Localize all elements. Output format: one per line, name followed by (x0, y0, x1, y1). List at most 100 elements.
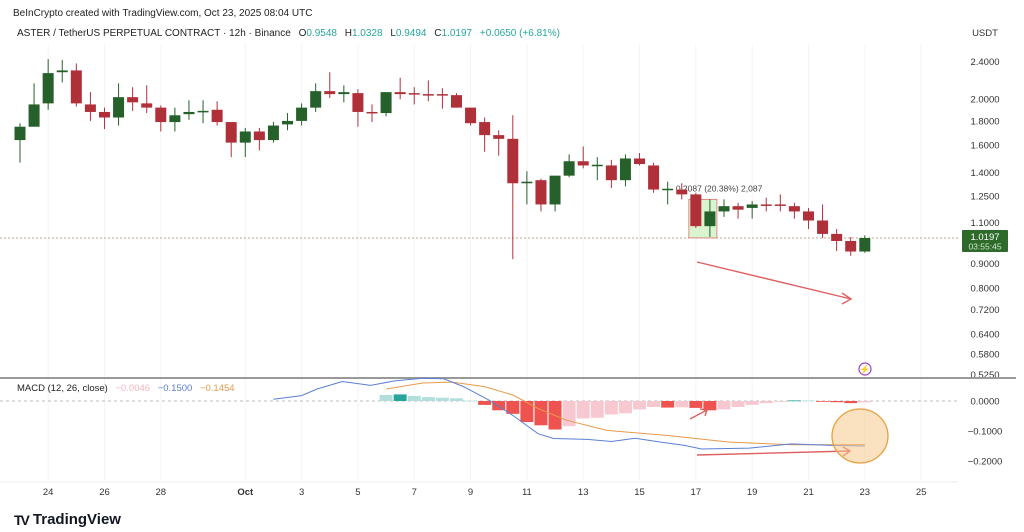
candle-down (253, 131, 265, 141)
candle-down (817, 220, 829, 234)
time-axis-tick: 24 (43, 487, 54, 498)
macd-signal-value: −0.1454 (199, 383, 235, 394)
macd-histogram-bar (717, 401, 731, 410)
candle-down (408, 93, 420, 95)
symbol-title[interactable]: ASTER / TetherUS PERPETUAL CONTRACT · 12… (17, 28, 291, 39)
time-axis-tick: 28 (156, 487, 167, 498)
candle-up (704, 211, 716, 227)
svg-text:⚡: ⚡ (859, 364, 870, 376)
candle-up (56, 70, 68, 73)
macd-histogram-bar (773, 401, 787, 402)
time-axis-tick: 7 (412, 487, 417, 498)
candle-up (591, 164, 603, 167)
price-axis-tick: 0.5250 (970, 370, 999, 381)
time-axis-tick: 11 (522, 487, 532, 498)
candle-down (84, 104, 96, 112)
candle-up (380, 92, 392, 114)
macd-histogram-bar (421, 397, 435, 401)
candle-up (859, 237, 871, 252)
candle-down (535, 180, 547, 205)
price-axis-tick: 0.9000 (970, 259, 999, 270)
tradingview-logo-icon: TV (14, 511, 30, 528)
price-axis-tick: 2.4000 (970, 57, 999, 68)
macd-histogram-bar (576, 401, 590, 419)
brand-name: TradingView (32, 511, 121, 528)
candle-down (493, 135, 505, 139)
lightning-icon[interactable]: ⚡ (858, 362, 872, 376)
macd-histogram-bar (492, 401, 506, 411)
macd-histogram-bar (534, 401, 548, 426)
high-value: 1.0328 (351, 28, 383, 39)
macd-legend: MACD (12, 26, close) −0.0046 −0.1500 −0.… (17, 383, 240, 394)
candle-up (746, 204, 758, 208)
candle-down (450, 95, 462, 108)
candle-down (127, 97, 139, 103)
macd-histogram-bar (844, 401, 858, 404)
candle-down (732, 206, 744, 210)
macd-histogram-bar (633, 401, 647, 410)
macd-histogram-bar (731, 401, 745, 407)
measure-label: 0.2087 (20.38%) 2,087 (676, 183, 763, 193)
candle-up (718, 206, 730, 212)
price-axis-tick: 1.6000 (970, 141, 999, 152)
candle-down (634, 158, 646, 165)
high-label: H (344, 28, 352, 39)
macd-histogram-bar (759, 401, 773, 404)
macd-histogram-bar (618, 401, 632, 414)
candle-down (436, 94, 448, 96)
candle-down (465, 107, 477, 124)
macd-axis-tick: −0.1000 (968, 427, 1003, 438)
candle-down (324, 91, 336, 95)
candle-up (662, 188, 674, 191)
time-axis-tick: Oct (237, 487, 254, 498)
candle-up (549, 175, 561, 205)
macd-histogram-bar (506, 401, 520, 414)
candle-down (774, 204, 786, 206)
change-value: +0.0650 (+6.81%) (479, 28, 560, 39)
candle-down (155, 107, 167, 123)
candle-up (28, 104, 40, 127)
price-axis-tick: 0.7200 (970, 305, 999, 316)
candle-down (788, 206, 800, 212)
candle-up (619, 158, 631, 181)
candle-down (605, 165, 617, 181)
candle-down (577, 161, 589, 166)
candle-up (169, 115, 181, 123)
candle-down (422, 94, 434, 96)
macd-histogram-bar (435, 397, 449, 401)
candle-down (366, 111, 378, 114)
macd-value: −0.1500 (157, 383, 193, 394)
candle-up (563, 161, 575, 176)
currency-label[interactable]: USDT (972, 28, 998, 39)
current-price-value: 1.0197 (970, 232, 999, 243)
time-axis-tick: 23 (860, 487, 871, 498)
candle-down (352, 93, 364, 112)
candle-down (225, 122, 237, 143)
macd-line (273, 377, 865, 450)
candle-down (70, 70, 82, 104)
candle-down (507, 138, 519, 184)
candle-up (521, 181, 533, 184)
macd-histogram-bar (689, 401, 703, 408)
current-price-tag: 1.0197 03:55:45 (962, 230, 1008, 252)
open-label: O (298, 28, 307, 39)
symbol-legend: ASTER / TetherUS PERPETUAL CONTRACT · 12… (17, 28, 560, 39)
open-value: 0.9548 (306, 28, 337, 39)
candle-down (98, 111, 110, 118)
time-axis-tick: 19 (747, 487, 758, 498)
close-label: C (434, 28, 442, 39)
close-value: 1.0197 (441, 28, 473, 39)
candle-up (239, 131, 251, 143)
bar-countdown: 03:55:45 (968, 242, 1001, 252)
macd-title[interactable]: MACD (12, 26, close) (17, 383, 108, 394)
tradingview-brand[interactable]: TV TradingView (14, 511, 121, 528)
chart-credit: BeInCrypto created with TradingView.com,… (13, 8, 313, 19)
macd-histogram-bar (703, 401, 717, 411)
candle-down (802, 211, 814, 221)
price-axis-tick: 0.5800 (970, 350, 999, 361)
candle-down (479, 122, 491, 136)
macd-axis-tick: −0.2000 (968, 457, 1003, 468)
candle-down (141, 103, 153, 108)
price-axis-tick: 0.8000 (970, 283, 999, 294)
